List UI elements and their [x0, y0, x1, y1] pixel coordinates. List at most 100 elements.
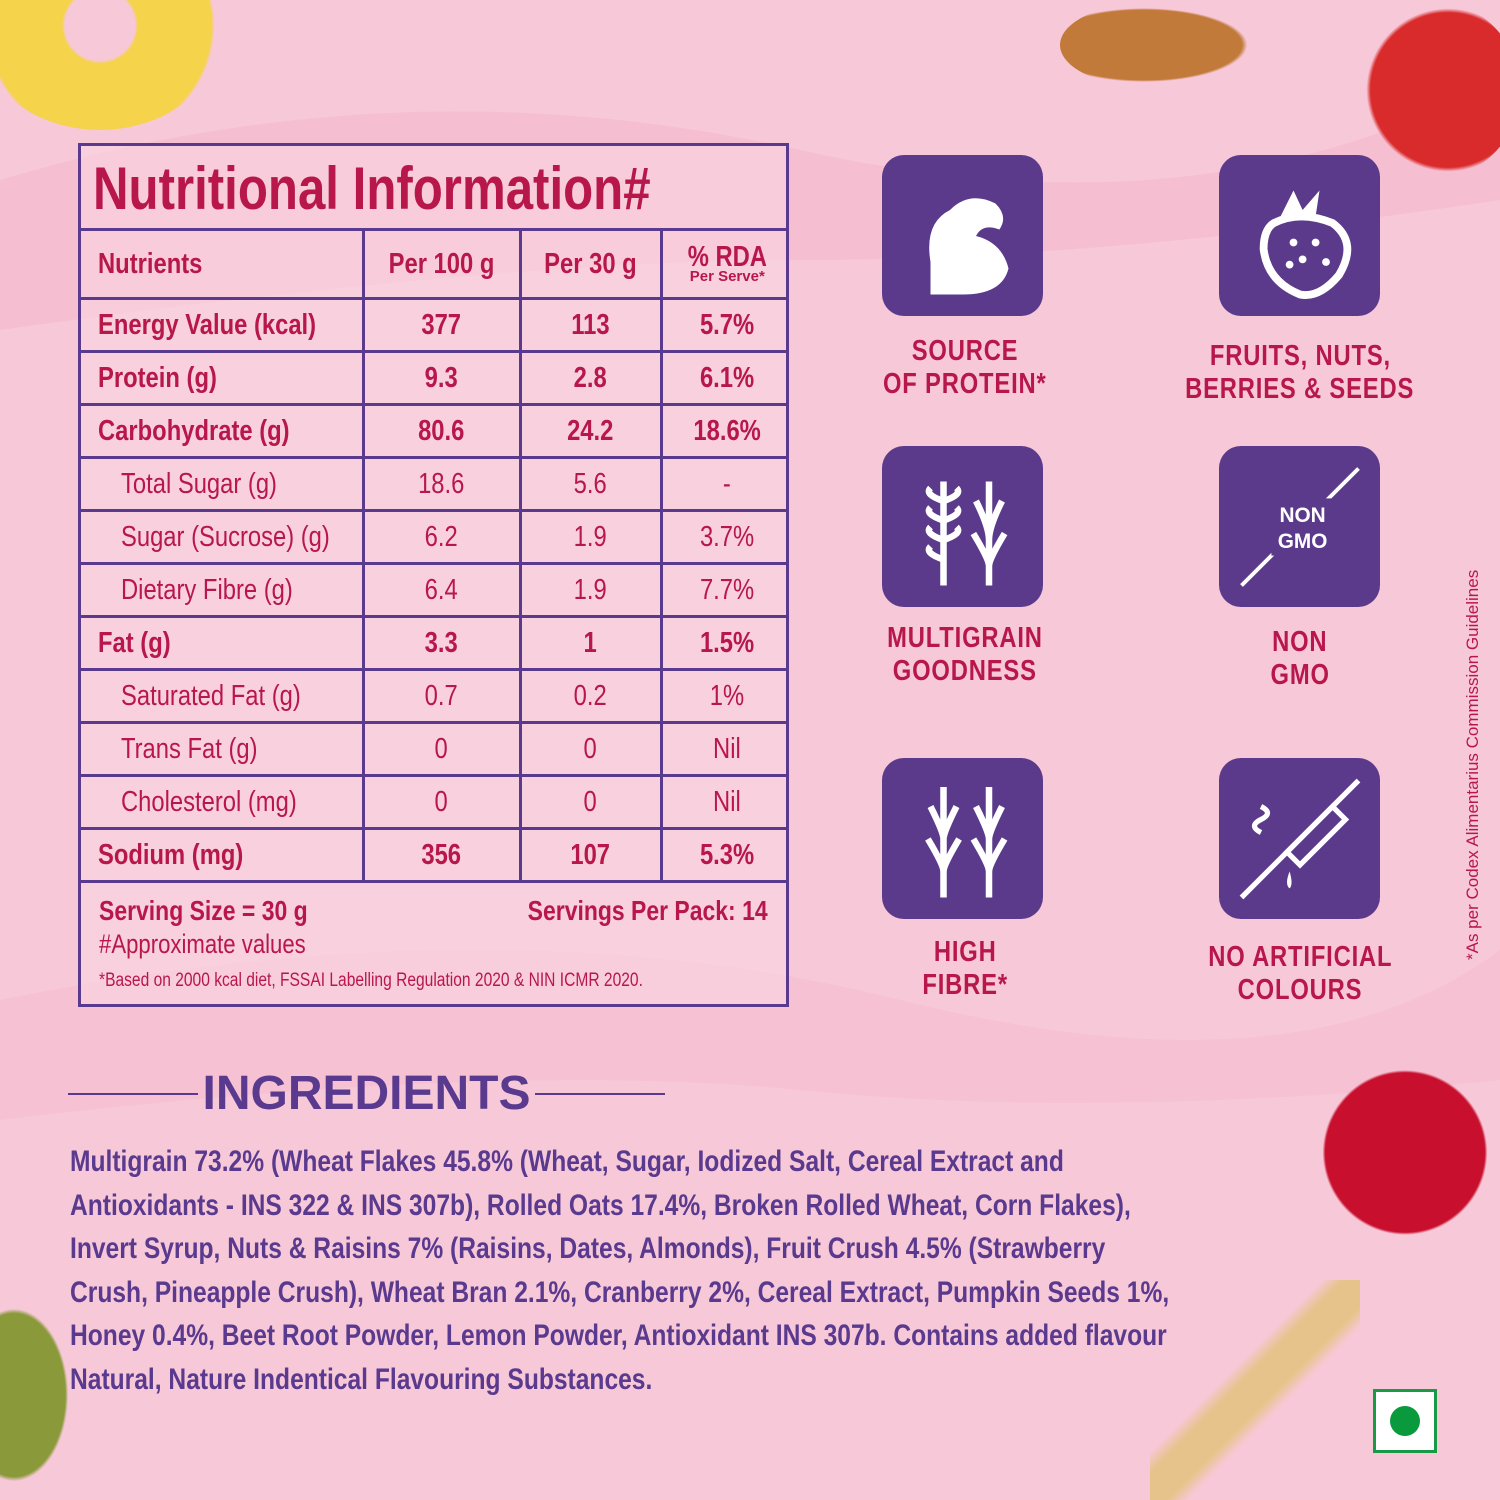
- ingredients-title: INGREDIENTS: [202, 1067, 531, 1120]
- badge-label-line1: SOURCE: [911, 335, 1019, 367]
- per-30g-value-cell: 1.9: [518, 561, 663, 618]
- per-30g-value-cell: 2.8: [518, 349, 663, 406]
- badge-label: HIGH FIBRE*: [815, 936, 1115, 1002]
- nutrient-row: Carbohydrate (g) 80.6 24.2 18.6%: [81, 402, 786, 459]
- per-100g-value: 356: [421, 838, 462, 871]
- approx-note: #Approximate values: [99, 928, 306, 959]
- nutrition-footer: Serving Size = 30 g Servings Per Pack: 14…: [81, 883, 786, 1004]
- badge-label: NON GMO: [1150, 626, 1450, 692]
- col-per-100g-label: Per 100 g: [388, 247, 495, 280]
- per-30g-value: 1.9: [573, 573, 608, 606]
- nutrient-name: Sodium (mg): [98, 838, 244, 871]
- per-30g-value: 113: [571, 308, 610, 341]
- badge-wheat: [882, 758, 1043, 919]
- per-30g-value-cell: 0: [518, 720, 663, 777]
- rda-value-cell: Nil: [659, 773, 786, 830]
- nutrition-grid: Nutrients Per 100 g Per 30 g % RDA Per Se…: [81, 231, 786, 883]
- per-100g-value: 3.3: [424, 626, 459, 659]
- rda-value-cell: 1.5%: [659, 614, 786, 671]
- per-100g-value-cell: 3.3: [361, 614, 522, 671]
- strawberries-image: [1340, 0, 1500, 180]
- rda-value: 5.7%: [700, 308, 755, 341]
- nutrient-row: Saturated Fat (g) 0.7 0.2 1%: [81, 667, 786, 724]
- non-gmo-icon-text-2: GMO: [1277, 529, 1327, 552]
- nutrient-row: Cholesterol (mg) 0 0 Nil: [81, 773, 786, 830]
- per-30g-value-cell: 1.9: [518, 508, 663, 565]
- per-30g-value-cell: 113: [518, 296, 663, 353]
- strawberry-icon: [1259, 190, 1351, 299]
- per-100g-value-cell: 80.6: [361, 402, 522, 459]
- grains-icon: [925, 481, 1007, 585]
- rda-value-cell: 3.7%: [659, 508, 786, 565]
- header-row: Nutrients Per 100 g Per 30 g % RDA Per Se…: [81, 231, 786, 300]
- nutrient-name: Energy Value (kcal): [98, 308, 317, 341]
- nutrition-table: Nutritional Information# Nutrients Per 1…: [78, 143, 789, 1007]
- serving-size: Serving Size = 30 g: [99, 894, 308, 926]
- nutrient-name: Sugar (Sucrose) (g): [121, 520, 330, 553]
- badge-strawberry: [1219, 155, 1380, 316]
- wheat-icon: [924, 786, 1007, 897]
- nutrient-name-cell: Sugar (Sucrose) (g): [81, 508, 365, 565]
- rda-value-cell: Nil: [659, 720, 786, 777]
- rda-value: 6.1%: [700, 361, 755, 394]
- non-gmo-icon: NON GMO: [1239, 466, 1360, 587]
- rda-value: 18.6%: [693, 414, 761, 447]
- per-100g-value: 6.2: [424, 520, 459, 553]
- per-100g-value-cell: 0.7: [361, 667, 522, 724]
- nutrient-name-cell: Sodium (mg): [81, 826, 365, 883]
- rda-value-cell: 18.6%: [659, 402, 786, 459]
- per-100g-value: 0: [434, 785, 449, 818]
- badge-label-line1: NO ARTIFICIAL: [1207, 941, 1393, 973]
- per-100g-value: 9.3: [424, 361, 459, 394]
- nutrient-name: Trans Fat (g): [121, 732, 258, 765]
- nutrient-row: Energy Value (kcal) 377 113 5.7%: [81, 296, 786, 353]
- per-100g-value: 18.6: [418, 467, 465, 500]
- per-30g-value: 2.8: [573, 361, 608, 394]
- per-100g-value-cell: 377: [361, 296, 522, 353]
- rda-value: 1%: [710, 679, 745, 712]
- rda-value-cell: 7.7%: [659, 561, 786, 618]
- nutrient-name-cell: Dietary Fibre (g): [81, 561, 365, 618]
- nutrient-name-cell: Protein (g): [81, 349, 365, 406]
- per-100g-value-cell: 18.6: [361, 455, 522, 512]
- servings-per-pack: Servings Per Pack: 14: [528, 894, 768, 926]
- badge-label-line1: NON: [1272, 626, 1328, 658]
- col-nutrients-label: Nutrients: [98, 247, 203, 280]
- per-30g-value: 24.2: [567, 414, 614, 447]
- per-30g-value-cell: 0: [518, 773, 663, 830]
- rda-value-cell: 1%: [659, 667, 786, 724]
- nutrient-name: Fat (g): [98, 626, 171, 659]
- badge-label: FRUITS, NUTS, BERRIES & SEEDS: [1150, 340, 1450, 406]
- badge-flexed-arm: [882, 155, 1043, 316]
- rda-value: 3.7%: [700, 520, 755, 553]
- per-100g-value: 0.7: [424, 679, 459, 712]
- nutrient-name: Protein (g): [98, 361, 217, 394]
- nutrient-name: Carbohydrate (g): [98, 414, 290, 447]
- nutrient-row: Dietary Fibre (g) 6.4 1.9 7.7%: [81, 561, 786, 618]
- nutrient-name-cell: Energy Value (kcal): [81, 296, 365, 353]
- badge-label-line1: MULTIGRAIN: [887, 622, 1043, 654]
- ingredients-text: Multigrain 73.2% (Wheat Flakes 45.8% (Wh…: [70, 1145, 1170, 1396]
- per-30g-value-cell: 24.2: [518, 402, 663, 459]
- badge-non-gmo: NON GMO: [1219, 446, 1380, 607]
- no-dropper-icon: [1239, 778, 1360, 899]
- rda-label: % RDA: [687, 240, 767, 273]
- non-gmo-icon-text-1: NON: [1279, 503, 1325, 526]
- col-per-100g: Per 100 g: [361, 231, 522, 300]
- per-100g-value-cell: 6.2: [361, 508, 522, 565]
- rda-value-cell: 5.7%: [659, 296, 786, 353]
- rda-value: -: [723, 467, 732, 500]
- per-30g-value: 5.6: [573, 467, 608, 500]
- per-30g-value: 1: [583, 626, 598, 659]
- divider: [534, 1092, 665, 1095]
- badge-label-line2: OF PROTEIN*: [883, 368, 1047, 400]
- rda-value: Nil: [713, 785, 742, 818]
- col-rda: % RDA Per Serve*: [659, 231, 786, 300]
- nutrient-name: Cholesterol (mg): [121, 785, 297, 818]
- nutrient-row: Sodium (mg) 356 107 5.3%: [81, 826, 786, 883]
- rda-value: Nil: [713, 732, 742, 765]
- badge-no-dropper: [1219, 758, 1380, 919]
- nutrient-name-cell: Saturated Fat (g): [81, 667, 365, 724]
- per-30g-value-cell: 5.6: [518, 455, 663, 512]
- rda-value: 5.3%: [700, 838, 755, 871]
